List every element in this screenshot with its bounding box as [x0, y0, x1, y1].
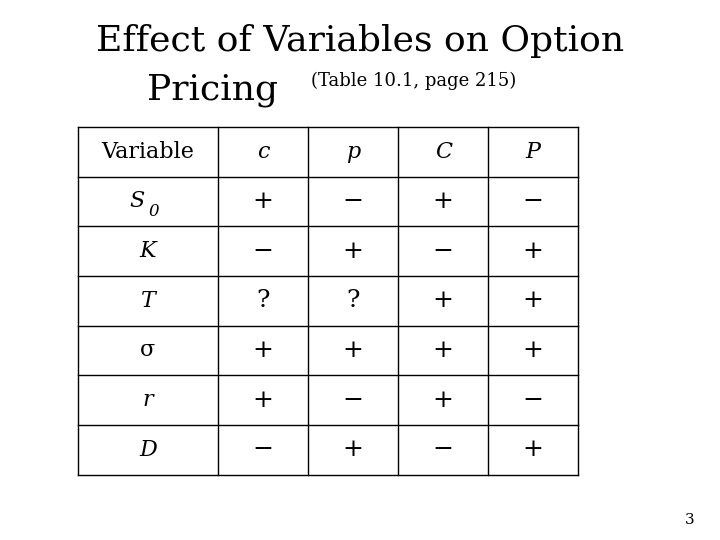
Text: +: +	[433, 339, 454, 362]
Text: C: C	[435, 141, 451, 163]
Text: r: r	[143, 389, 153, 411]
Text: 3: 3	[685, 512, 695, 526]
Text: Pricing: Pricing	[147, 73, 278, 107]
Text: +: +	[523, 289, 544, 312]
Text: −: −	[523, 190, 544, 213]
Text: +: +	[253, 389, 274, 411]
Text: c: c	[257, 141, 269, 163]
Text: ?: ?	[256, 289, 270, 312]
Text: P: P	[526, 141, 541, 163]
Text: +: +	[343, 339, 364, 362]
Text: −: −	[343, 190, 364, 213]
Text: −: −	[433, 240, 454, 262]
Text: +: +	[523, 438, 544, 461]
Text: +: +	[433, 289, 454, 312]
Text: S: S	[129, 191, 145, 212]
Text: +: +	[433, 190, 454, 213]
Text: D: D	[139, 439, 157, 461]
Text: +: +	[343, 240, 364, 262]
Text: −: −	[523, 389, 544, 411]
Text: +: +	[523, 240, 544, 262]
Text: Variable: Variable	[102, 141, 194, 163]
Text: −: −	[343, 389, 364, 411]
Text: −: −	[253, 438, 274, 461]
Text: +: +	[343, 438, 364, 461]
Text: +: +	[523, 339, 544, 362]
Text: p: p	[346, 141, 360, 163]
Text: ?: ?	[346, 289, 360, 312]
Text: 0: 0	[148, 202, 159, 220]
Text: (Table 10.1, page 215): (Table 10.1, page 215)	[311, 71, 517, 90]
Text: Effect of Variables on Option: Effect of Variables on Option	[96, 24, 624, 58]
Text: +: +	[433, 389, 454, 411]
Text: +: +	[253, 339, 274, 362]
Text: T: T	[140, 290, 156, 312]
Text: K: K	[140, 240, 156, 262]
Text: σ: σ	[140, 340, 156, 361]
Text: +: +	[253, 190, 274, 213]
Text: −: −	[433, 438, 454, 461]
Text: −: −	[253, 240, 274, 262]
